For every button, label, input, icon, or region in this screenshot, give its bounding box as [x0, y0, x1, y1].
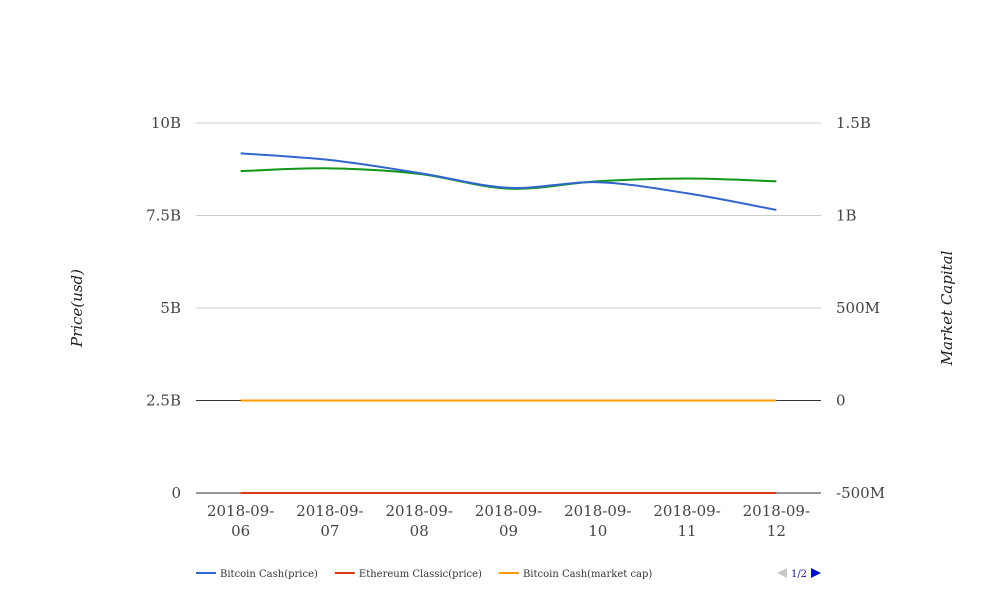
x-tick-label: 2018-09-06 — [207, 502, 274, 540]
right-tick-label: 0 — [836, 392, 846, 410]
left-tick-label: 5B — [160, 299, 181, 317]
pager-next-icon[interactable] — [811, 568, 821, 578]
legend-label: Bitcoin Cash(market cap) — [523, 569, 652, 580]
pager-prev-icon[interactable] — [777, 568, 787, 578]
legend-label: Bitcoin Cash(price) — [220, 569, 318, 580]
left-axis-ticks: 0 2.5B 5B 7.5B 10B — [146, 114, 181, 502]
right-tick-label: 500M — [836, 299, 880, 317]
x-tick-label: 2018-09-12 — [743, 502, 810, 540]
x-axis-ticks: 2018-09-06 2018-09-07 2018-09-08 2018-09-09… — [207, 502, 810, 540]
left-tick-label: 0 — [171, 484, 181, 502]
legend-label: Ethereum Classic(price) — [359, 569, 482, 580]
left-tick-label: 2.5B — [146, 392, 181, 410]
left-tick-label: 10B — [151, 114, 181, 132]
series-line-0 — [240, 152, 777, 211]
x-tick-label: 2018-09-07 — [296, 502, 363, 540]
x-tick-label: 2018-09-09 — [475, 502, 542, 540]
right-tick-label: 1.5B — [836, 114, 871, 132]
right-axis-ticks: -500M 0 500M 1B 1.5B — [836, 114, 885, 502]
pager-label: 1/2 — [791, 569, 807, 580]
right-axis-title: Market Capital — [938, 250, 956, 366]
series-lines — [240, 152, 777, 495]
left-axis-title: Price(usd) — [68, 269, 86, 348]
legend-pager[interactable]: 1/2 — [777, 568, 821, 580]
right-tick-label: 1B — [836, 207, 857, 225]
left-tick-label: 7.5B — [146, 207, 181, 225]
legend: Bitcoin Cash(price) Ethereum Classic(pric… — [196, 569, 652, 580]
series-line-3 — [240, 167, 777, 190]
right-tick-label: -500M — [836, 484, 885, 502]
x-tick-label: 2018-09-11 — [653, 502, 720, 540]
x-tick-label: 2018-09-10 — [564, 502, 631, 540]
x-tick-label: 2018-09-08 — [386, 502, 453, 540]
